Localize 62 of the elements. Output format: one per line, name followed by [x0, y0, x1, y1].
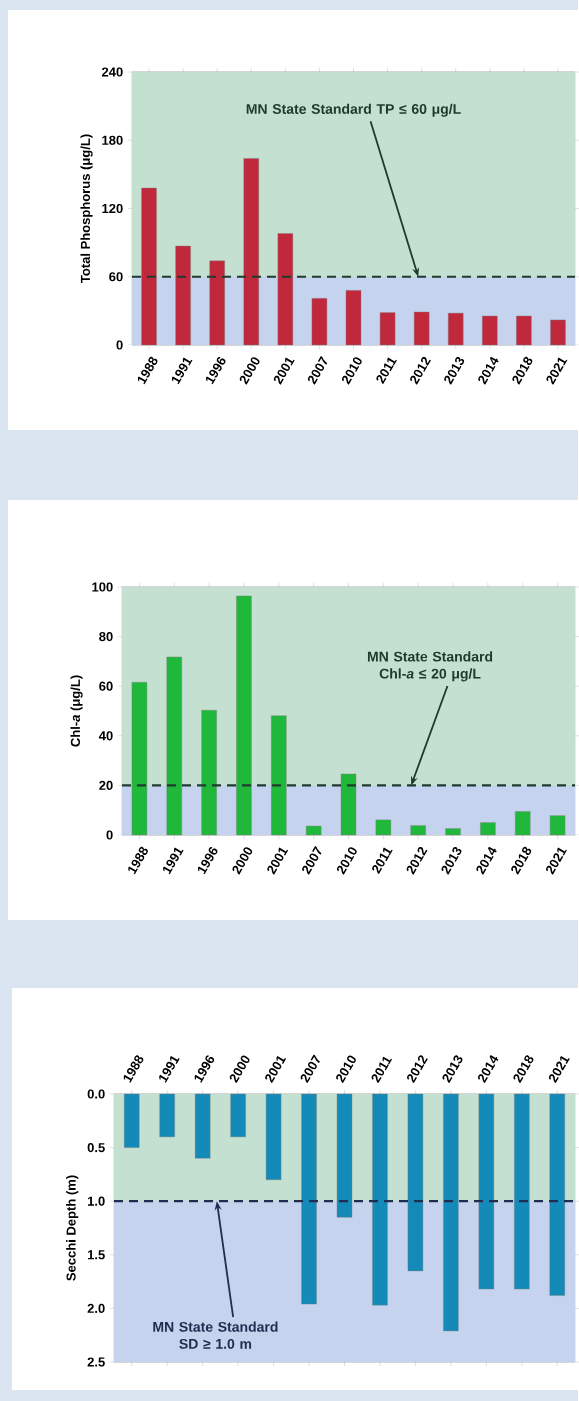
y-tick-label: 60	[99, 681, 113, 691]
y-tick-label: 20	[99, 780, 113, 790]
bar	[372, 1093, 388, 1306]
bar	[549, 815, 566, 836]
y-tick-label: 2.0	[87, 1303, 105, 1313]
bar	[270, 715, 287, 836]
bar	[375, 819, 391, 836]
bar	[311, 298, 327, 346]
bar	[265, 1093, 282, 1180]
bar	[345, 290, 362, 346]
bar	[447, 312, 464, 346]
ref-line-label: MN State Standard SD ≥ 1.0 m	[153, 1321, 278, 1349]
y-axis-title: Secchi Depth (m)	[65, 1175, 79, 1281]
y-tick-label: 60	[109, 272, 123, 282]
bar	[549, 1093, 565, 1296]
y-tick-label: 40	[98, 731, 113, 741]
bar	[166, 656, 182, 836]
bar	[236, 595, 252, 836]
bar	[379, 312, 396, 346]
bar	[516, 315, 532, 346]
bar	[410, 825, 426, 836]
y-tick-label: 0	[106, 830, 113, 840]
y-tick-label: 1.0	[87, 1196, 105, 1206]
ref-line-label: MN State Standard TP ≤ 60 μg/L	[246, 103, 461, 117]
bar	[201, 710, 217, 836]
bar	[277, 233, 293, 346]
bar	[445, 828, 461, 836]
y-tick-label: 0.0	[87, 1089, 105, 1099]
bar	[230, 1093, 246, 1138]
y-tick-label: 0	[116, 340, 123, 350]
y-axis-title: Chl-a (μg/L)	[70, 675, 83, 747]
bar	[141, 187, 157, 346]
y-tick-label: 180	[102, 135, 123, 145]
y-tick-label: 80	[98, 631, 113, 642]
bar	[336, 1093, 353, 1218]
bar	[340, 773, 357, 836]
bar	[407, 1093, 423, 1272]
bar	[413, 311, 430, 346]
bar	[480, 822, 496, 836]
y-tick-label: 2.5	[87, 1357, 105, 1367]
bar	[243, 158, 259, 346]
y-axis-title: Total Phosphorus (μg/L)	[80, 134, 93, 283]
bar	[443, 1093, 459, 1332]
y-tick-label: 240	[101, 67, 123, 77]
bar	[123, 1093, 140, 1148]
bar	[301, 1093, 317, 1305]
y-tick-label: 120	[102, 203, 123, 214]
bar	[159, 1093, 175, 1138]
y-tick-label: 100	[92, 582, 113, 592]
bar	[209, 260, 225, 346]
bar	[514, 811, 531, 836]
bar	[194, 1093, 211, 1159]
bar	[478, 1093, 494, 1290]
bar	[550, 319, 566, 346]
bar	[513, 1093, 530, 1290]
bar	[131, 682, 147, 836]
ref-line-label: MN State Standard Chl-a ≤ 20 μg/L	[367, 651, 492, 682]
bar	[305, 825, 322, 836]
bar	[175, 245, 191, 346]
bar	[481, 315, 498, 346]
y-tick-label: 1.5	[87, 1250, 105, 1260]
y-tick-label: 0.5	[87, 1142, 105, 1153]
